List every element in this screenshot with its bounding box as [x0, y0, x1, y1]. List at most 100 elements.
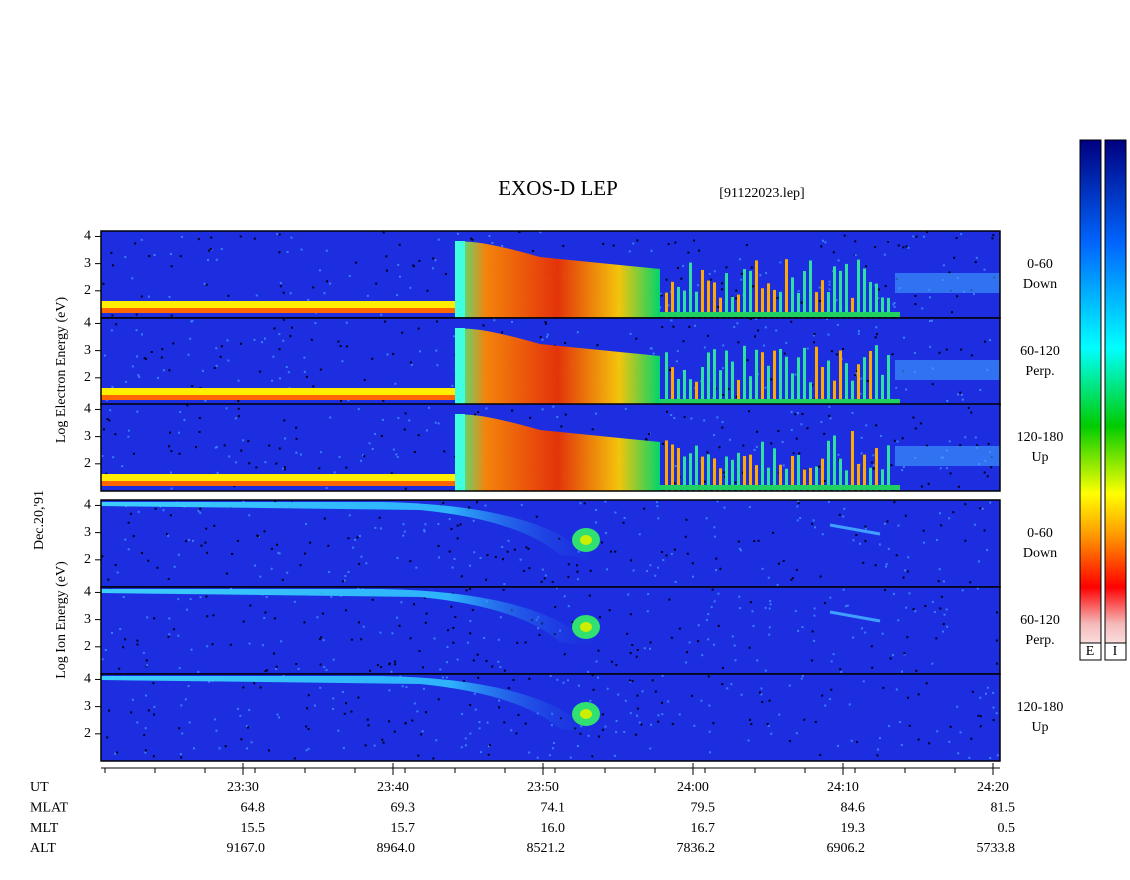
noise: [630, 559, 633, 562]
noise: [790, 428, 793, 431]
noise: [901, 437, 904, 440]
noise: [375, 282, 378, 285]
noise: [828, 405, 831, 408]
noise: [764, 326, 767, 329]
noise: [912, 608, 915, 611]
noise: [145, 659, 148, 662]
noise: [103, 354, 106, 357]
noise: [614, 550, 617, 553]
noise: [268, 444, 271, 447]
noise: [192, 747, 195, 750]
faint-band: [895, 273, 1000, 293]
noise: [796, 505, 799, 508]
noise: [928, 742, 931, 745]
noise: [404, 487, 407, 490]
noise: [674, 580, 677, 583]
noise: [755, 318, 758, 321]
spike: [809, 467, 812, 491]
noise: [656, 505, 659, 508]
noise: [887, 547, 890, 550]
noise: [418, 650, 421, 653]
noise: [723, 506, 726, 509]
noise: [332, 697, 335, 700]
noise: [239, 714, 242, 717]
noise: [670, 552, 673, 555]
noise: [540, 580, 543, 583]
noise: [198, 417, 201, 420]
noise: [885, 563, 888, 566]
panel-range: 120-180: [1017, 700, 1064, 715]
noise: [753, 448, 756, 451]
noise: [566, 679, 569, 682]
noise: [152, 682, 155, 685]
noise: [837, 259, 840, 262]
noise: [208, 249, 211, 252]
noise: [734, 659, 737, 662]
y-tick-label: 3: [84, 256, 91, 271]
noise: [367, 724, 370, 727]
noise: [289, 292, 292, 295]
noise: [946, 625, 949, 628]
noise: [253, 338, 256, 341]
spike: [773, 448, 776, 491]
noise: [925, 682, 928, 685]
noise: [437, 544, 440, 547]
spike: [707, 454, 710, 491]
noise: [170, 450, 173, 453]
noise: [248, 708, 251, 711]
ion-axis-label: Log Ion Energy (eV): [54, 561, 69, 679]
noise: [135, 329, 138, 332]
noise: [860, 377, 863, 380]
noise: [487, 753, 490, 756]
noise: [806, 427, 809, 430]
noise: [931, 662, 934, 665]
noise: [186, 608, 189, 611]
noise: [211, 643, 214, 646]
noise: [105, 472, 108, 475]
spike: [677, 378, 680, 405]
noise: [214, 718, 217, 721]
noise: [305, 725, 308, 728]
spike: [665, 440, 668, 491]
noise: [938, 568, 941, 571]
row-value: 64.8: [241, 801, 266, 816]
noise: [925, 444, 928, 447]
noise: [990, 466, 993, 469]
noise: [601, 728, 604, 731]
noise: [447, 629, 450, 632]
noise: [979, 696, 982, 699]
spike: [881, 469, 884, 491]
noise: [348, 274, 351, 277]
spike: [665, 292, 668, 318]
spike: [683, 456, 686, 491]
noise: [417, 754, 420, 757]
noise: [794, 610, 797, 613]
noise: [462, 680, 465, 683]
noise: [595, 412, 598, 415]
noise: [345, 345, 348, 348]
noise: [309, 541, 312, 544]
noise: [471, 238, 474, 241]
noise: [206, 645, 209, 648]
ion-blob-core: [580, 622, 592, 632]
noise: [905, 388, 908, 391]
noise: [979, 725, 982, 728]
noise: [641, 690, 644, 693]
noise: [691, 694, 694, 697]
noise: [199, 507, 202, 510]
noise: [576, 570, 579, 573]
noise: [358, 534, 361, 537]
noise: [839, 668, 842, 671]
noise: [124, 538, 127, 541]
noise: [605, 532, 608, 535]
noise: [813, 333, 816, 336]
spike: [701, 456, 704, 491]
noise: [661, 674, 664, 677]
noise: [935, 637, 938, 640]
noise: [394, 660, 397, 663]
noise: [177, 553, 180, 556]
noise: [146, 616, 149, 619]
noise: [112, 456, 115, 459]
noise: [680, 277, 683, 280]
noise: [636, 239, 639, 242]
